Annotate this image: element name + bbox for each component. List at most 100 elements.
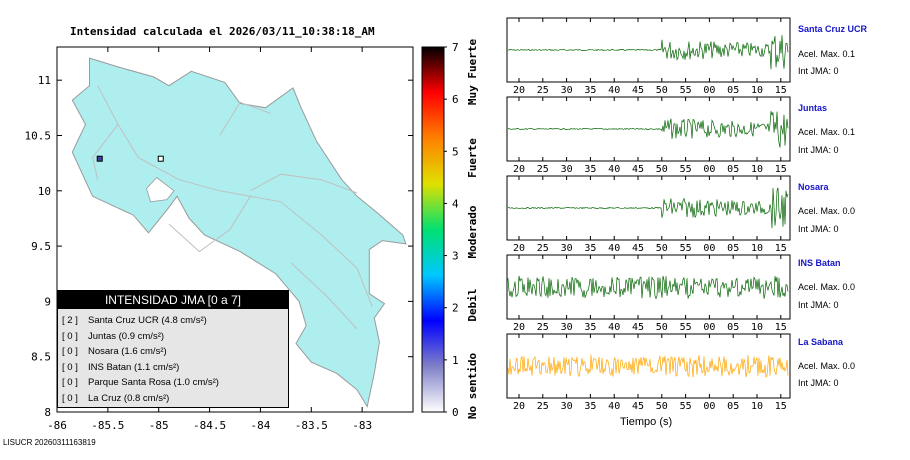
y-tick-label: 8 — [44, 406, 51, 419]
station-name: Nosara — [798, 182, 829, 192]
time-tick-label: 30 — [561, 401, 573, 412]
land-area — [71, 57, 407, 408]
time-axis-label: Tiempo (s) — [620, 416, 673, 428]
time-tick-label: 45 — [632, 243, 644, 254]
y-tick-label: 10 — [38, 185, 51, 198]
colorbar-category-label: Muy Fuerte — [466, 39, 479, 106]
x-tick-label: -84.5 — [193, 419, 226, 432]
legend-text: INS Batan (1.1 cm/s²) — [88, 361, 180, 373]
x-tick-label: -84 — [250, 419, 270, 432]
time-tick-label: 40 — [608, 322, 620, 333]
time-tick-label: 15 — [775, 164, 787, 175]
time-tick-label: 20 — [513, 164, 525, 175]
time-tick-label: 30 — [561, 164, 573, 175]
road-line — [290, 262, 358, 330]
time-tick-label: 20 — [513, 322, 525, 333]
map-title: Intensidad calculada el 2026/03/11_10:38… — [70, 25, 375, 38]
time-tick-label: 15 — [775, 401, 787, 412]
time-tick-label: 10 — [751, 85, 763, 96]
time-tick-label: 15 — [775, 322, 787, 333]
gulf-shape — [146, 176, 175, 203]
time-tick-label: 45 — [632, 401, 644, 412]
time-tick-label: 35 — [584, 243, 596, 254]
time-tick-label: 00 — [703, 401, 715, 412]
colorbar-tick-label: 3 — [452, 250, 459, 263]
colorbar-category-label: Fuerte — [466, 138, 479, 178]
station-acel: Acel. Max. 0.0 — [798, 206, 856, 216]
time-tick-label: 25 — [537, 243, 549, 254]
legend-text: Juntas (0.9 cm/s²) — [88, 330, 165, 342]
station-acel: Acel. Max. 0.1 — [798, 49, 856, 59]
colorbar-tick-label: 6 — [452, 93, 459, 106]
station-name: La Sabana — [798, 337, 844, 347]
colorbar-rect — [421, 46, 445, 413]
colorbar-tick-label: 7 — [452, 41, 459, 54]
time-tick-label: 30 — [561, 243, 573, 254]
waveform-trace — [508, 187, 789, 229]
colorbar-category-label: Debil — [466, 288, 479, 321]
time-tick-label: 00 — [703, 164, 715, 175]
legend-item: [ 0 ] Juntas (0.9 cm/s²) — [62, 329, 288, 345]
x-tick-label: -83 — [352, 419, 372, 432]
legend-item: [ 0 ] Nosara (1.6 cm/s²) — [62, 344, 288, 360]
legend-level: [ 2 ] — [62, 315, 78, 326]
intensity-colorbar: 0 1 2 3 4 5 6 7 No sentido Debil Moderado Fuerte Muy… — [421, 39, 479, 419]
station-acel: Acel. Max. 0.0 — [798, 361, 856, 371]
station-acel: Acel. Max. 0.0 — [798, 282, 856, 292]
time-tick-label: 05 — [727, 401, 739, 412]
waveform-trace — [507, 111, 789, 148]
y-tick-label: 9 — [44, 295, 51, 308]
station-int: Int JMA: 0 — [798, 66, 839, 76]
colorbar-tick-label: 1 — [452, 354, 459, 367]
time-tick-label: 20 — [513, 401, 525, 412]
time-tick-label: 25 — [537, 401, 549, 412]
legend-text: Parque Santa Rosa (1.0 cm/s²) — [88, 377, 219, 388]
y-tick-label: 10.5 — [25, 129, 52, 142]
time-tick-label: 00 — [703, 85, 715, 96]
waveform-trace — [507, 275, 789, 300]
legend-item: [ 0 ] INS Batan (1.1 cm/s²) — [62, 360, 288, 376]
time-tick-label: 10 — [751, 243, 763, 254]
colorbar-tick-label: 0 — [452, 406, 459, 419]
time-tick-label: 55 — [680, 85, 692, 96]
time-tick-label: 15 — [775, 243, 787, 254]
time-tick-label: 45 — [632, 322, 644, 333]
time-tick-label: 40 — [608, 85, 620, 96]
time-tick-label: 20 — [513, 85, 525, 96]
legend-item: [ 2 ] Santa Cruz UCR (4.8 cm/s²) — [62, 313, 288, 329]
legend-level: [ 0 ] — [62, 377, 78, 388]
waveform-frame — [506, 96, 791, 162]
time-tick-label: 05 — [727, 322, 739, 333]
legend-list: [ 2 ] Santa Cruz UCR (4.8 cm/s²) [ 0 ] Jun… — [58, 309, 288, 406]
time-tick-label: 10 — [751, 322, 763, 333]
station-int: Int JMA: 0 — [798, 300, 839, 310]
time-tick-label: 05 — [727, 243, 739, 254]
time-tick-label: 50 — [656, 164, 668, 175]
road-line — [97, 85, 373, 308]
country-shape — [71, 57, 407, 408]
time-tick-label: 50 — [656, 85, 668, 96]
legend-item: [ 0 ] Parque Santa Rosa (1.0 cm/s²) — [62, 375, 288, 391]
road-line — [92, 124, 119, 180]
time-tick-label: 35 — [584, 164, 596, 175]
legend-level: [ 0 ] — [62, 330, 78, 342]
time-tick-label: 05 — [727, 85, 739, 96]
time-tick-label: 55 — [680, 164, 692, 175]
colorbar-tick-label: 2 — [452, 302, 459, 315]
station-name: INS Batan — [798, 258, 841, 268]
legend-text: La Cruz (0.8 cm/s²) — [88, 392, 170, 404]
legend-header: INTENSIDAD JMA [0 a 7] — [58, 291, 288, 309]
time-tick-label: 50 — [656, 322, 668, 333]
x-tick-label: -86 — [47, 419, 67, 432]
time-tick-label: 55 — [680, 243, 692, 254]
time-tick-label: 05 — [727, 164, 739, 175]
legend-text: Santa Cruz UCR (4.8 cm/s²) — [88, 315, 207, 326]
y-tick-label: 8.5 — [31, 351, 51, 364]
station-int: Int JMA: 0 — [798, 145, 839, 155]
waveform-trace — [507, 354, 789, 378]
map-axes: -86 -85.5 -85 -84.5 -84 -83.5 -83 8 8.5 9 9.5 10 10.… — [25, 47, 413, 432]
station-name: Santa Cruz UCR — [798, 24, 868, 34]
colorbar-tick-label: 5 — [452, 145, 459, 158]
station-acel: Acel. Max. 0.1 — [798, 127, 856, 137]
